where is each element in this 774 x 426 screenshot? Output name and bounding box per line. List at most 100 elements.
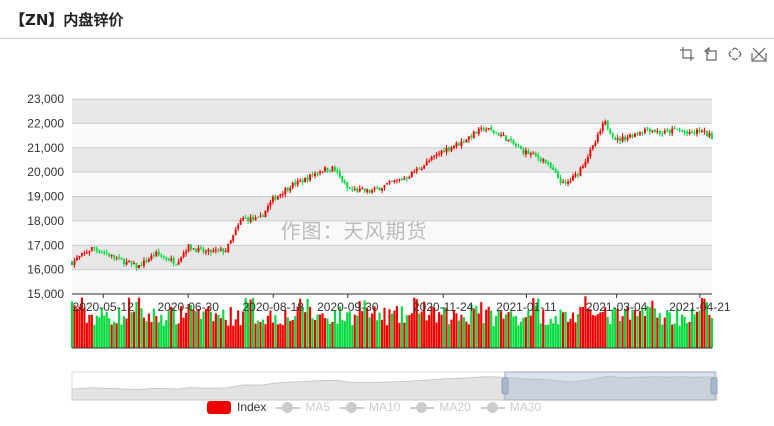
volume-bar xyxy=(137,297,141,348)
volume-bar xyxy=(564,311,567,348)
legend-item-ma10[interactable]: MA10 xyxy=(340,400,400,414)
candle xyxy=(234,229,237,236)
candle xyxy=(185,251,188,254)
candle xyxy=(410,171,413,178)
candle xyxy=(326,167,329,172)
candle xyxy=(83,252,86,254)
candle xyxy=(681,130,684,132)
volume-bar xyxy=(140,308,143,348)
legend-item-ma5[interactable]: MA5 xyxy=(276,400,330,414)
candle xyxy=(584,161,587,167)
candle xyxy=(289,188,292,191)
volume-bar xyxy=(301,306,304,348)
grid-band xyxy=(72,245,712,270)
volume-bar xyxy=(105,311,108,348)
volume-bar xyxy=(356,315,359,348)
candle xyxy=(244,217,247,219)
volume-bar xyxy=(115,323,118,348)
zoom-reset-icon[interactable] xyxy=(702,45,720,63)
legend-item-ma30[interactable]: MA30 xyxy=(480,400,541,414)
candle xyxy=(624,136,627,140)
candle xyxy=(457,143,460,146)
candle xyxy=(710,133,713,140)
candle xyxy=(388,181,391,184)
candle xyxy=(606,121,609,129)
grid-band xyxy=(72,172,712,197)
volume-bar xyxy=(423,301,426,348)
volume-bar xyxy=(249,299,252,348)
volume-bar xyxy=(465,321,468,348)
volume-bar xyxy=(197,308,200,348)
candle xyxy=(420,168,423,171)
volume-bar xyxy=(142,317,145,348)
candle xyxy=(639,132,641,135)
volume-bar xyxy=(192,309,195,348)
candle xyxy=(443,150,446,153)
datazoom-handle xyxy=(501,377,509,395)
candle xyxy=(217,249,220,251)
volume-bar xyxy=(460,314,463,348)
candle xyxy=(425,161,428,166)
volume-bar xyxy=(477,313,480,348)
volume-bar xyxy=(189,304,193,348)
chart-toolbox xyxy=(678,45,768,63)
candle xyxy=(378,187,381,191)
volume-bar xyxy=(120,324,123,348)
candle xyxy=(433,155,436,157)
candle xyxy=(413,172,416,174)
candle xyxy=(175,264,178,266)
volume-bar xyxy=(705,302,709,348)
volume-bar xyxy=(331,321,334,348)
volume-bar xyxy=(586,308,589,348)
volume-bar xyxy=(559,309,562,348)
watermark-text: 作图：天风期货 xyxy=(281,219,428,243)
candle xyxy=(274,196,277,200)
volume-bar xyxy=(643,315,647,348)
volume-bar xyxy=(80,297,83,348)
volume-bar xyxy=(596,314,599,348)
datazoom-slider[interactable] xyxy=(71,371,718,401)
candle xyxy=(393,180,396,183)
volume-bar xyxy=(562,312,565,348)
volume-bar xyxy=(358,301,361,348)
volume-bar xyxy=(289,321,292,348)
volume-bar xyxy=(254,323,257,348)
y-tick-label: 17,000 xyxy=(27,238,64,252)
volume-bar xyxy=(70,301,74,348)
volume-bar xyxy=(346,312,349,348)
volume-bar xyxy=(614,308,617,348)
volume-bar xyxy=(495,316,498,348)
candle xyxy=(562,181,565,183)
candle xyxy=(135,262,138,269)
volume-bar xyxy=(380,319,384,348)
download-icon[interactable] xyxy=(750,45,768,63)
volume-bar xyxy=(125,318,128,348)
restore-icon[interactable] xyxy=(726,45,744,63)
volume-bar xyxy=(93,324,96,348)
volume-bar xyxy=(445,307,448,348)
volume-bar xyxy=(368,317,371,348)
volume-bar xyxy=(95,315,98,348)
volume-bar xyxy=(457,320,460,348)
candle xyxy=(601,123,604,131)
legend-item-ma20[interactable]: MA20 xyxy=(410,400,471,414)
candle xyxy=(656,130,659,132)
legend-item-index[interactable]: Index xyxy=(207,400,266,414)
volume-bar xyxy=(430,306,433,348)
candle xyxy=(341,175,344,183)
volume-bar xyxy=(663,317,666,348)
candle xyxy=(249,217,252,222)
volume-bar xyxy=(638,310,642,348)
x-tick-label: 2020-05-12 xyxy=(73,300,135,314)
candle xyxy=(663,130,666,134)
candle xyxy=(361,188,364,190)
candle xyxy=(356,188,359,192)
candle xyxy=(619,137,622,141)
volume-bar xyxy=(328,324,332,348)
candle xyxy=(651,130,654,132)
volume-bar xyxy=(433,307,436,348)
zoom-select-icon[interactable] xyxy=(678,45,696,63)
candle xyxy=(586,156,589,163)
volume-bars xyxy=(70,296,713,349)
